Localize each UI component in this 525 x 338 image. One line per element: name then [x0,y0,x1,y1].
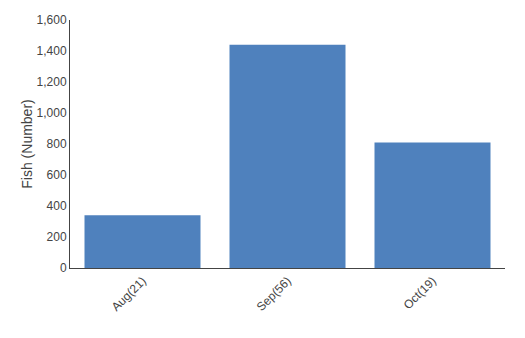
svg-text:Oct(19): Oct(19) [401,274,439,312]
svg-text:1,600: 1,600 [37,13,67,27]
svg-text:1,000: 1,000 [37,106,67,120]
svg-text:200: 200 [47,230,67,244]
svg-text:1,200: 1,200 [37,75,67,89]
svg-text:Aug(21): Aug(21) [109,274,149,314]
svg-text:600: 600 [47,168,67,182]
svg-text:400: 400 [47,199,67,213]
svg-text:0: 0 [60,261,67,275]
svg-text:1,400: 1,400 [37,44,67,58]
svg-text:800: 800 [47,137,67,151]
svg-text:Fish (Number): Fish (Number) [19,99,35,188]
svg-text:Sep(56): Sep(56) [254,274,294,314]
